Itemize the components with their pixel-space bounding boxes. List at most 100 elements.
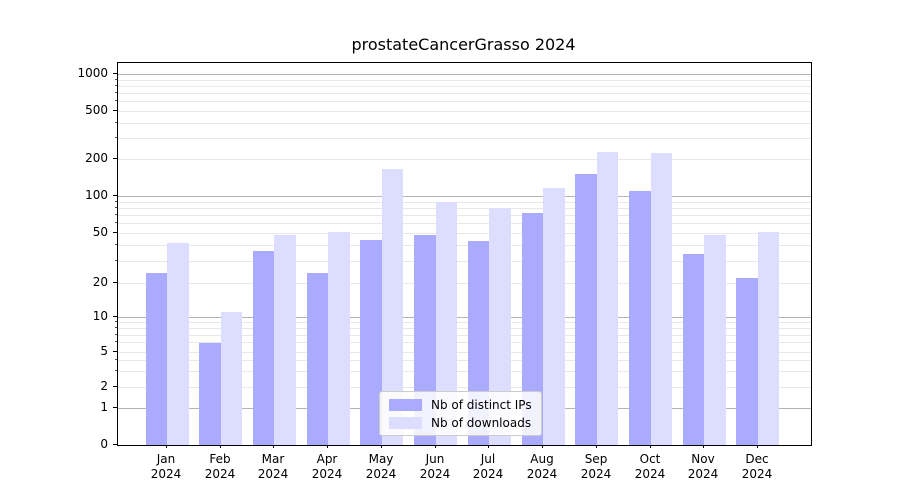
x-tick-label-line: 2024 bbox=[687, 467, 719, 481]
x-tick-label-line: 2024 bbox=[204, 467, 236, 481]
y-minor-tick-mark bbox=[115, 79, 117, 80]
gridline-minor bbox=[118, 111, 811, 112]
y-minor-tick-mark bbox=[115, 359, 117, 360]
bar-downloads-jun bbox=[435, 201, 458, 445]
x-tick-label: Nov 2024 bbox=[675, 452, 731, 482]
x-tick-label: Jan 2024 bbox=[138, 452, 194, 482]
x-tick-label: Apr 2024 bbox=[299, 452, 355, 482]
gridline-minor bbox=[118, 335, 811, 336]
gridline-minor bbox=[118, 245, 811, 246]
bar-distinct-ips-apr bbox=[306, 273, 329, 445]
x-tick-label-line: 2024 bbox=[365, 467, 397, 481]
legend-label-downloads: Nb of downloads bbox=[431, 415, 532, 430]
bar-distinct-ips-aug bbox=[521, 212, 544, 445]
bar-downloads-dec bbox=[757, 231, 780, 445]
y-minor-tick-mark bbox=[115, 122, 117, 123]
x-tick-label-line: 2024 bbox=[580, 467, 612, 481]
bar-distinct-ips-dec bbox=[736, 277, 758, 445]
y-tick-mark bbox=[113, 444, 117, 445]
x-tick-mark bbox=[542, 444, 543, 448]
gridline-minor bbox=[118, 342, 811, 343]
x-tick-label: Jun 2024 bbox=[407, 452, 463, 482]
x-tick-mark bbox=[381, 444, 382, 448]
gridline-major bbox=[118, 317, 811, 318]
gridline-minor bbox=[118, 159, 811, 160]
x-tick-mark bbox=[166, 444, 167, 448]
x-tick-label-line: 2024 bbox=[526, 467, 558, 481]
x-tick-label-line: 2024 bbox=[311, 467, 343, 481]
gridline-minor bbox=[118, 261, 811, 262]
gridline-minor bbox=[118, 360, 811, 361]
y-tick-label: 20 bbox=[92, 275, 108, 289]
y-tick-label: 1 bbox=[100, 400, 108, 414]
gridline-minor bbox=[118, 101, 811, 102]
gridline-minor bbox=[118, 215, 811, 216]
x-tick-mark bbox=[327, 444, 328, 448]
x-tick-mark bbox=[435, 444, 436, 448]
y-minor-tick-mark bbox=[115, 137, 117, 138]
x-tick-label-line: Dec bbox=[745, 452, 769, 466]
bar-downloads-nov bbox=[704, 235, 726, 445]
bar-distinct-ips-sep bbox=[575, 174, 597, 445]
y-minor-tick-mark bbox=[115, 214, 117, 215]
y-minor-tick-mark bbox=[115, 207, 117, 208]
bar-downloads-apr bbox=[328, 231, 350, 445]
legend-item-distinct-ips: Nb of distinct IPs bbox=[389, 398, 532, 412]
y-minor-tick-mark bbox=[115, 92, 117, 93]
x-tick-label-line: 2024 bbox=[150, 467, 182, 481]
x-tick-label-line: Feb bbox=[209, 452, 231, 466]
y-tick-mark bbox=[113, 407, 117, 408]
x-tick-label-line: Nov bbox=[691, 452, 715, 466]
x-tick-mark bbox=[596, 444, 597, 448]
x-tick-mark bbox=[273, 444, 274, 448]
gridline-minor bbox=[118, 80, 811, 81]
gridline-minor bbox=[118, 202, 811, 203]
legend-item-downloads: Nb of downloads bbox=[389, 416, 532, 430]
gridline-major bbox=[118, 74, 811, 75]
y-tick-label: 500 bbox=[85, 103, 108, 117]
gridline-minor bbox=[118, 223, 811, 224]
bar-distinct-ips-oct bbox=[629, 190, 651, 445]
x-tick-mark bbox=[703, 444, 704, 448]
plot-area: Nb of distinct IPs Nb of downloads bbox=[117, 62, 812, 446]
y-tick-mark bbox=[113, 73, 117, 74]
x-tick-label-line: Apr bbox=[316, 452, 338, 466]
y-tick-label: 5 bbox=[100, 344, 108, 358]
x-tick-label-line: 2024 bbox=[472, 467, 504, 481]
legend-label-distinct-ips: Nb of distinct IPs bbox=[431, 397, 532, 412]
gridline-major bbox=[118, 196, 811, 197]
x-tick-label: Sep 2024 bbox=[568, 452, 624, 482]
y-tick-mark bbox=[113, 110, 117, 111]
y-tick-label: 100 bbox=[85, 188, 108, 202]
y-tick-label: 2 bbox=[100, 379, 108, 393]
x-tick-label-line: Oct bbox=[639, 452, 661, 466]
x-tick-mark bbox=[650, 444, 651, 448]
x-tick-mark bbox=[757, 444, 758, 448]
bar-downloads-mar bbox=[274, 235, 296, 445]
legend-swatch-downloads-icon bbox=[389, 416, 422, 429]
x-tick-label-line: Jun bbox=[425, 452, 445, 466]
y-minor-tick-mark bbox=[115, 222, 117, 223]
gridline-minor bbox=[118, 233, 811, 234]
y-tick-mark bbox=[113, 386, 117, 387]
y-minor-tick-mark bbox=[115, 370, 117, 371]
legend-swatch-distinct-ips-icon bbox=[389, 398, 422, 411]
x-tick-label-line: 2024 bbox=[634, 467, 666, 481]
gridline-minor bbox=[118, 86, 811, 87]
x-tick-label-line: Jul bbox=[480, 452, 496, 466]
y-minor-tick-mark bbox=[115, 260, 117, 261]
bar-downloads-aug bbox=[543, 187, 565, 445]
x-tick-mark bbox=[220, 444, 221, 448]
x-tick-label-line: 2024 bbox=[741, 467, 773, 481]
bar-downloads-sep bbox=[596, 151, 619, 445]
gridline-minor bbox=[118, 387, 811, 388]
gridline-minor bbox=[118, 328, 811, 329]
x-tick-label-line: Jan bbox=[156, 452, 176, 466]
x-tick-label: May 2024 bbox=[353, 452, 409, 482]
x-tick-label: Feb 2024 bbox=[192, 452, 248, 482]
x-tick-label: Jul 2024 bbox=[460, 452, 516, 482]
y-tick-label: 1000 bbox=[77, 66, 108, 80]
x-tick-mark bbox=[488, 444, 489, 448]
bar-downloads-jan bbox=[167, 242, 189, 445]
